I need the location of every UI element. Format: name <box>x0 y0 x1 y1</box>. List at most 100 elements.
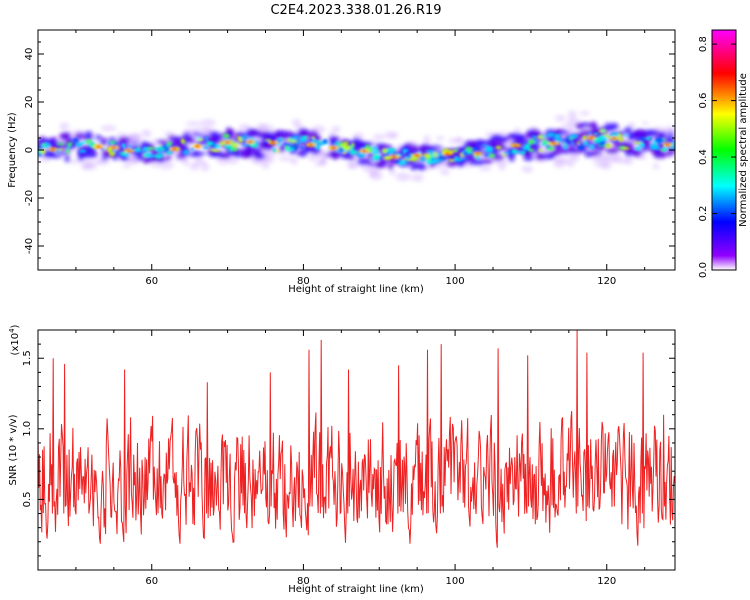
snr-y-tick-label: 1.5 <box>22 350 33 366</box>
spectrum-core-blob <box>299 146 304 150</box>
spectrum-peak-spot <box>331 146 336 149</box>
spectrum-band-blob <box>572 149 585 154</box>
figure-title: C2E4.2023.338.01.26.R19 <box>270 3 441 18</box>
spectrum-band-blob <box>82 154 95 159</box>
spectrum-core-blob <box>532 135 537 140</box>
spectrum-band-blob <box>522 154 534 162</box>
spectrum-core-blob <box>230 146 238 152</box>
spectrum-band-blob <box>466 154 472 159</box>
snr-x-tick-label: 100 <box>446 576 465 587</box>
spectrum-core-blob <box>481 143 488 147</box>
spectrum-core-blob <box>300 135 308 138</box>
spectrum-band-blob <box>306 148 320 153</box>
spectrum-core-blob <box>144 152 152 158</box>
spectrum-core-blob <box>511 148 518 154</box>
spectrum-peak-spot <box>551 142 556 145</box>
spectrum-band-blob <box>249 128 260 137</box>
spectrogram-image <box>38 110 675 182</box>
spectrum-halo-blob <box>141 129 152 138</box>
spectrum-band-blob <box>241 151 252 159</box>
spectrum-core-blob <box>554 138 563 143</box>
colorbar-tick-label: 0.2 <box>698 206 709 222</box>
spectrum-halo-blob <box>372 133 385 141</box>
spectrum-core-blob <box>387 148 396 151</box>
spectrum-core-blob <box>264 138 272 142</box>
spectrum-halo-blob <box>201 162 210 172</box>
spectrum-halo-blob <box>478 165 492 172</box>
spectrum-band-blob <box>645 130 658 137</box>
spectrum-band-blob <box>353 139 366 148</box>
spectrum-core-blob <box>576 141 580 145</box>
spectrum-band-blob <box>508 133 521 138</box>
colorbar: 0.0 0.2 0.4 0.6 0.8 Normalized spectral ampl… <box>698 29 749 278</box>
spectrum-band-blob <box>84 131 93 137</box>
spectrum-peak-spot <box>612 137 617 140</box>
spectrum-core-blob <box>485 148 494 153</box>
spectrum-band-blob <box>412 162 425 167</box>
spectrum-core-blob <box>453 158 458 162</box>
spectrum-core-blob <box>437 155 447 161</box>
spectrum-core-blob <box>582 141 589 146</box>
spectrum-band-blob <box>182 154 188 158</box>
colorbar-tick-label: 0.8 <box>698 36 709 52</box>
spectrum-core-blob <box>655 137 664 143</box>
spectrum-core-blob <box>384 152 389 156</box>
spectrum-band-blob <box>100 140 108 146</box>
spectrum-band-blob <box>612 124 619 129</box>
spectrum-halo-blob <box>81 159 95 167</box>
spectrum-core-blob <box>67 141 73 147</box>
spectrum-core-blob <box>582 135 587 141</box>
spectrum-core-blob <box>272 147 277 153</box>
spectrum-core-blob <box>157 153 164 157</box>
spectrum-band-blob <box>367 162 375 167</box>
spectrogram-ticks: 60 80 100 120 -40 -20 0 20 40 <box>24 29 675 287</box>
spectrum-core-blob <box>300 137 307 143</box>
spectrum-core-blob <box>108 151 116 157</box>
spectrum-peak-spot <box>361 149 367 153</box>
spectrum-core-blob <box>180 138 185 144</box>
spectrum-core-blob <box>563 142 567 146</box>
spectrum-core-blob <box>426 160 430 164</box>
spectrum-peak-spot <box>195 145 200 148</box>
spectrum-core-blob <box>349 149 358 155</box>
spectrum-core-blob <box>149 153 156 158</box>
spectrum-core-blob <box>276 143 282 146</box>
spectrogram-x-tick-label: 100 <box>446 276 465 287</box>
spectrum-core-blob <box>222 133 230 139</box>
spectrum-core-blob <box>38 151 42 154</box>
spectrum-band-blob <box>490 134 504 142</box>
spectrum-band-blob <box>477 139 486 143</box>
spectrum-core-blob <box>122 143 126 149</box>
spectrum-core-blob <box>157 147 163 153</box>
spectrum-peak-spot <box>111 146 117 149</box>
spectrum-band-blob <box>50 137 58 142</box>
spectrum-core-blob <box>516 151 523 154</box>
spectrum-core-blob <box>342 145 351 151</box>
spectrum-band-blob <box>62 132 72 138</box>
spectrum-halo-blob <box>652 163 660 170</box>
spectrum-core-blob <box>315 145 320 151</box>
spectrum-core-blob <box>65 149 70 154</box>
snr-line <box>38 330 675 548</box>
spectrum-band-blob <box>188 153 202 157</box>
spectrum-core-blob <box>204 136 209 142</box>
spectrum-core-blob <box>66 145 71 149</box>
spectrum-band-blob <box>176 152 185 159</box>
spectrum-halo-blob <box>448 138 456 144</box>
spectrum-core-blob <box>75 142 83 147</box>
spectrum-peak-spot <box>270 141 276 144</box>
spectrum-halo-blob <box>122 162 132 169</box>
spectrum-core-blob <box>448 158 455 162</box>
spectrum-band-blob <box>656 153 666 159</box>
spectrum-core-blob <box>577 144 585 151</box>
spectrum-core-blob <box>44 142 50 147</box>
spectrum-band-blob <box>364 159 372 164</box>
spectrum-band-blob <box>191 132 204 137</box>
spectrum-core-blob <box>593 132 599 136</box>
spectrum-band-blob <box>100 138 109 142</box>
spectrum-band-blob <box>508 154 515 162</box>
spectrum-halo-blob <box>128 133 141 143</box>
spectrum-band-blob <box>555 146 566 153</box>
spectrum-core-blob <box>412 157 421 161</box>
